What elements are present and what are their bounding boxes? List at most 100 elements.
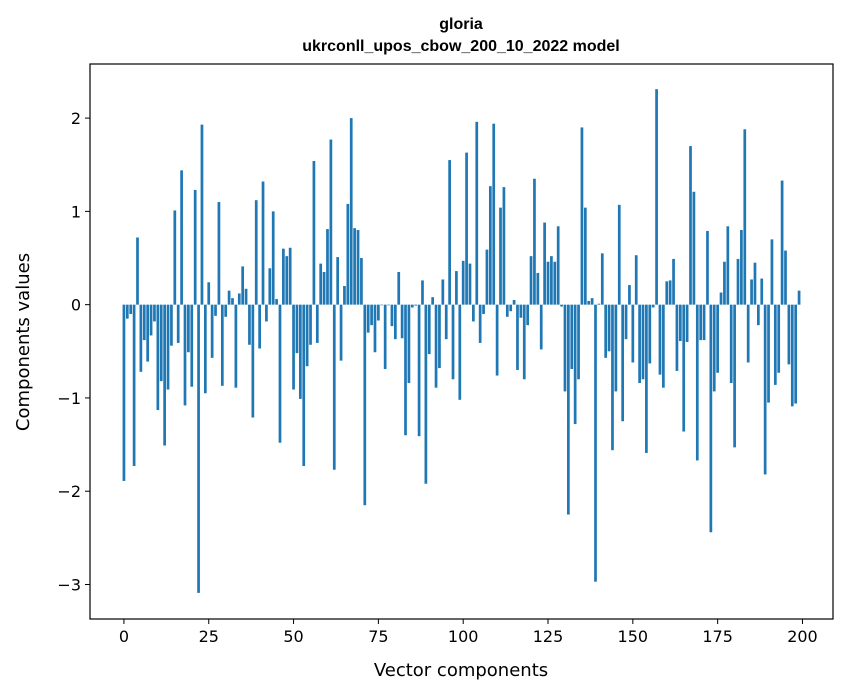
bar-5 [139, 304, 143, 372]
bar-53 [302, 304, 306, 467]
y-tick-label: −2 [57, 482, 81, 501]
bar-176 [719, 292, 723, 305]
bar-164 [678, 304, 682, 342]
bar-50 [292, 304, 295, 390]
bar-77 [383, 304, 387, 370]
bar-142 [604, 304, 608, 358]
bar-70 [360, 258, 363, 305]
bar-80 [393, 304, 397, 340]
bar-99 [458, 304, 462, 400]
bar-166 [685, 304, 689, 342]
bar-109 [492, 123, 496, 305]
bar-26 [210, 304, 214, 358]
bar-63 [336, 257, 340, 305]
bar-23 [200, 124, 204, 305]
bar-135 [580, 127, 584, 305]
bar-10 [156, 304, 160, 411]
bar-21 [193, 189, 197, 305]
bar-163 [675, 304, 679, 371]
bar-130 [563, 304, 567, 392]
bar-148 [624, 304, 628, 340]
y-axis-ticks: −3 −2 −1 0 1 2 [57, 109, 90, 594]
bar-194 [780, 180, 784, 305]
bar-69 [356, 230, 360, 305]
bar-116 [516, 304, 519, 370]
bar-134 [577, 304, 580, 380]
bar-143 [607, 304, 611, 352]
x-tick-label: 0 [119, 627, 129, 646]
bar-43 [268, 268, 272, 305]
bar-51 [295, 304, 299, 354]
y-tick-label: 1 [71, 202, 81, 221]
plot-frame [89, 63, 834, 620]
bar-102 [468, 263, 472, 305]
bar-13 [166, 304, 170, 390]
bar-65 [343, 286, 346, 305]
bar-125 [546, 261, 550, 305]
bar-151 [634, 255, 638, 305]
bar-87 [417, 304, 421, 437]
y-tick-label: 2 [71, 109, 81, 128]
bar-188 [760, 278, 764, 305]
bar-165 [682, 304, 686, 432]
bar-137 [587, 300, 591, 305]
bar-55 [309, 304, 312, 345]
bar-68 [353, 228, 356, 305]
bar-152 [638, 304, 641, 384]
bar-171 [702, 304, 706, 341]
bar-127 [553, 261, 557, 305]
bar-129 [560, 304, 563, 307]
bar-154 [645, 304, 648, 453]
bar-34 [237, 293, 241, 305]
bar-192 [773, 304, 777, 385]
bar-86 [414, 304, 418, 306]
bar-169 [695, 304, 699, 461]
bar-175 [716, 304, 719, 373]
y-axis-label: Components values [13, 253, 34, 431]
bar-191 [770, 239, 774, 305]
bar-133 [573, 304, 577, 425]
bar-89 [424, 304, 428, 484]
bar-97 [451, 304, 455, 380]
x-tick-label: 75 [368, 627, 388, 646]
bar-98 [455, 271, 458, 305]
bar-155 [648, 304, 652, 364]
bar-71 [363, 304, 367, 506]
bar-33 [234, 304, 238, 388]
bar-27 [214, 304, 217, 316]
bar-144 [611, 304, 614, 451]
bar-185 [750, 279, 753, 305]
bar-128 [556, 226, 560, 305]
bar-173 [709, 304, 713, 533]
bar-2 [129, 304, 133, 314]
bar-101 [465, 152, 468, 305]
bar-35 [241, 266, 245, 305]
bar-186 [753, 262, 757, 305]
bar-32 [231, 298, 234, 305]
bar-123 [539, 304, 543, 350]
bar-48 [285, 256, 289, 305]
bar-88 [421, 280, 424, 305]
bar-106 [482, 304, 485, 314]
bar-11 [159, 304, 163, 382]
bar-12 [163, 304, 166, 446]
bar-64 [339, 304, 343, 361]
bar-16 [176, 304, 180, 343]
bar-41 [261, 181, 265, 305]
bar-167 [689, 146, 692, 305]
bar-105 [478, 304, 482, 343]
bar-30 [224, 304, 228, 317]
bar-179 [729, 304, 733, 384]
bar-28 [217, 202, 221, 305]
bar-96 [448, 160, 451, 305]
bar-7 [146, 304, 150, 362]
bar-93 [438, 304, 441, 369]
bar-49 [288, 247, 292, 305]
bar-66 [346, 203, 350, 305]
bar-3 [132, 304, 136, 467]
bar-62 [332, 304, 336, 470]
y-tick-label: −1 [57, 389, 81, 408]
bar-124 [543, 222, 546, 305]
bar-57 [315, 304, 319, 343]
bar-83 [404, 304, 407, 436]
